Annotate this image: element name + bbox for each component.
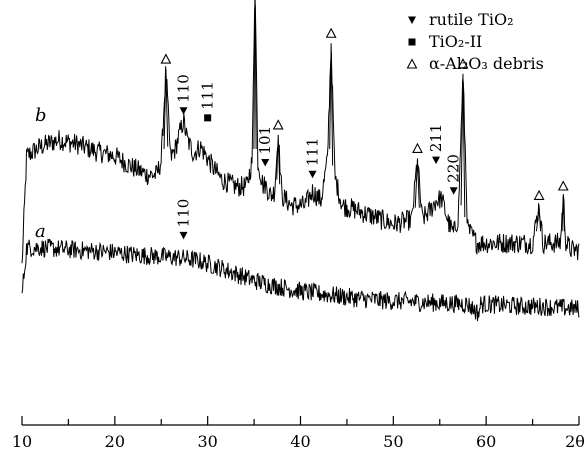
tio2-ii-marker bbox=[204, 114, 212, 122]
alumina-marker bbox=[533, 189, 545, 200]
peak-label: 110 bbox=[175, 199, 193, 228]
trace-labels: ba bbox=[35, 105, 47, 242]
rutile-marker bbox=[179, 107, 188, 115]
peak-label: 111 bbox=[304, 138, 322, 167]
x-tick-label: 10 bbox=[12, 432, 32, 451]
peak-spike-b bbox=[276, 134, 281, 185]
legend-symbol bbox=[406, 58, 418, 69]
peak-spike-b bbox=[414, 158, 420, 208]
x-axis: 10 20 30 40 50 60 2θ° bbox=[12, 416, 585, 451]
legend-label: α-Al₂O₃ debris bbox=[429, 54, 544, 73]
alumina-marker bbox=[457, 58, 469, 69]
rutile-marker bbox=[179, 231, 188, 240]
legend-symbol bbox=[408, 38, 416, 46]
x-tick-label: 2θ° bbox=[565, 432, 585, 451]
rutile-marker bbox=[261, 159, 270, 167]
legend-label: TiO₂-II bbox=[429, 32, 482, 51]
trace-a bbox=[21, 238, 580, 322]
peak-spike-b bbox=[460, 73, 466, 218]
peak-label: 211 bbox=[427, 124, 445, 153]
peak-spike-b bbox=[163, 69, 169, 150]
alumina-marker bbox=[272, 119, 284, 130]
peak-spike-b bbox=[561, 195, 565, 232]
rutile-marker bbox=[449, 187, 458, 195]
x-tick-label: 40 bbox=[290, 432, 310, 451]
peak-label: 101 bbox=[256, 126, 274, 155]
x-tick-label: 50 bbox=[383, 432, 403, 451]
peak-label: 220 bbox=[445, 154, 463, 183]
peak-label: 111 bbox=[199, 81, 217, 110]
x-tick-label: 20 bbox=[105, 432, 125, 451]
alumina-marker bbox=[412, 142, 423, 153]
traces bbox=[21, 0, 580, 322]
trace-label-b: b bbox=[35, 105, 47, 126]
trace-b bbox=[21, 4, 580, 264]
alumina-marker bbox=[557, 180, 569, 191]
legend-label: rutile TiO₂ bbox=[429, 10, 514, 29]
legend: rutile TiO₂ TiO₂-II α-Al₂O₃ debris bbox=[406, 10, 544, 73]
rutile-marker bbox=[308, 170, 317, 179]
x-tick-label: 30 bbox=[197, 432, 217, 451]
peak-spike-b bbox=[535, 205, 542, 232]
alumina-marker bbox=[160, 53, 172, 64]
peak-label: 110 bbox=[175, 74, 193, 103]
peak-spike-b bbox=[253, 0, 257, 150]
alumina-marker bbox=[325, 27, 337, 38]
peak-spike-b bbox=[329, 43, 334, 166]
rutile-marker bbox=[432, 156, 441, 165]
x-tick-label: 60 bbox=[476, 432, 496, 451]
legend-symbol bbox=[408, 16, 416, 24]
peak-markers bbox=[160, 27, 569, 240]
trace-label-a: a bbox=[35, 221, 46, 242]
